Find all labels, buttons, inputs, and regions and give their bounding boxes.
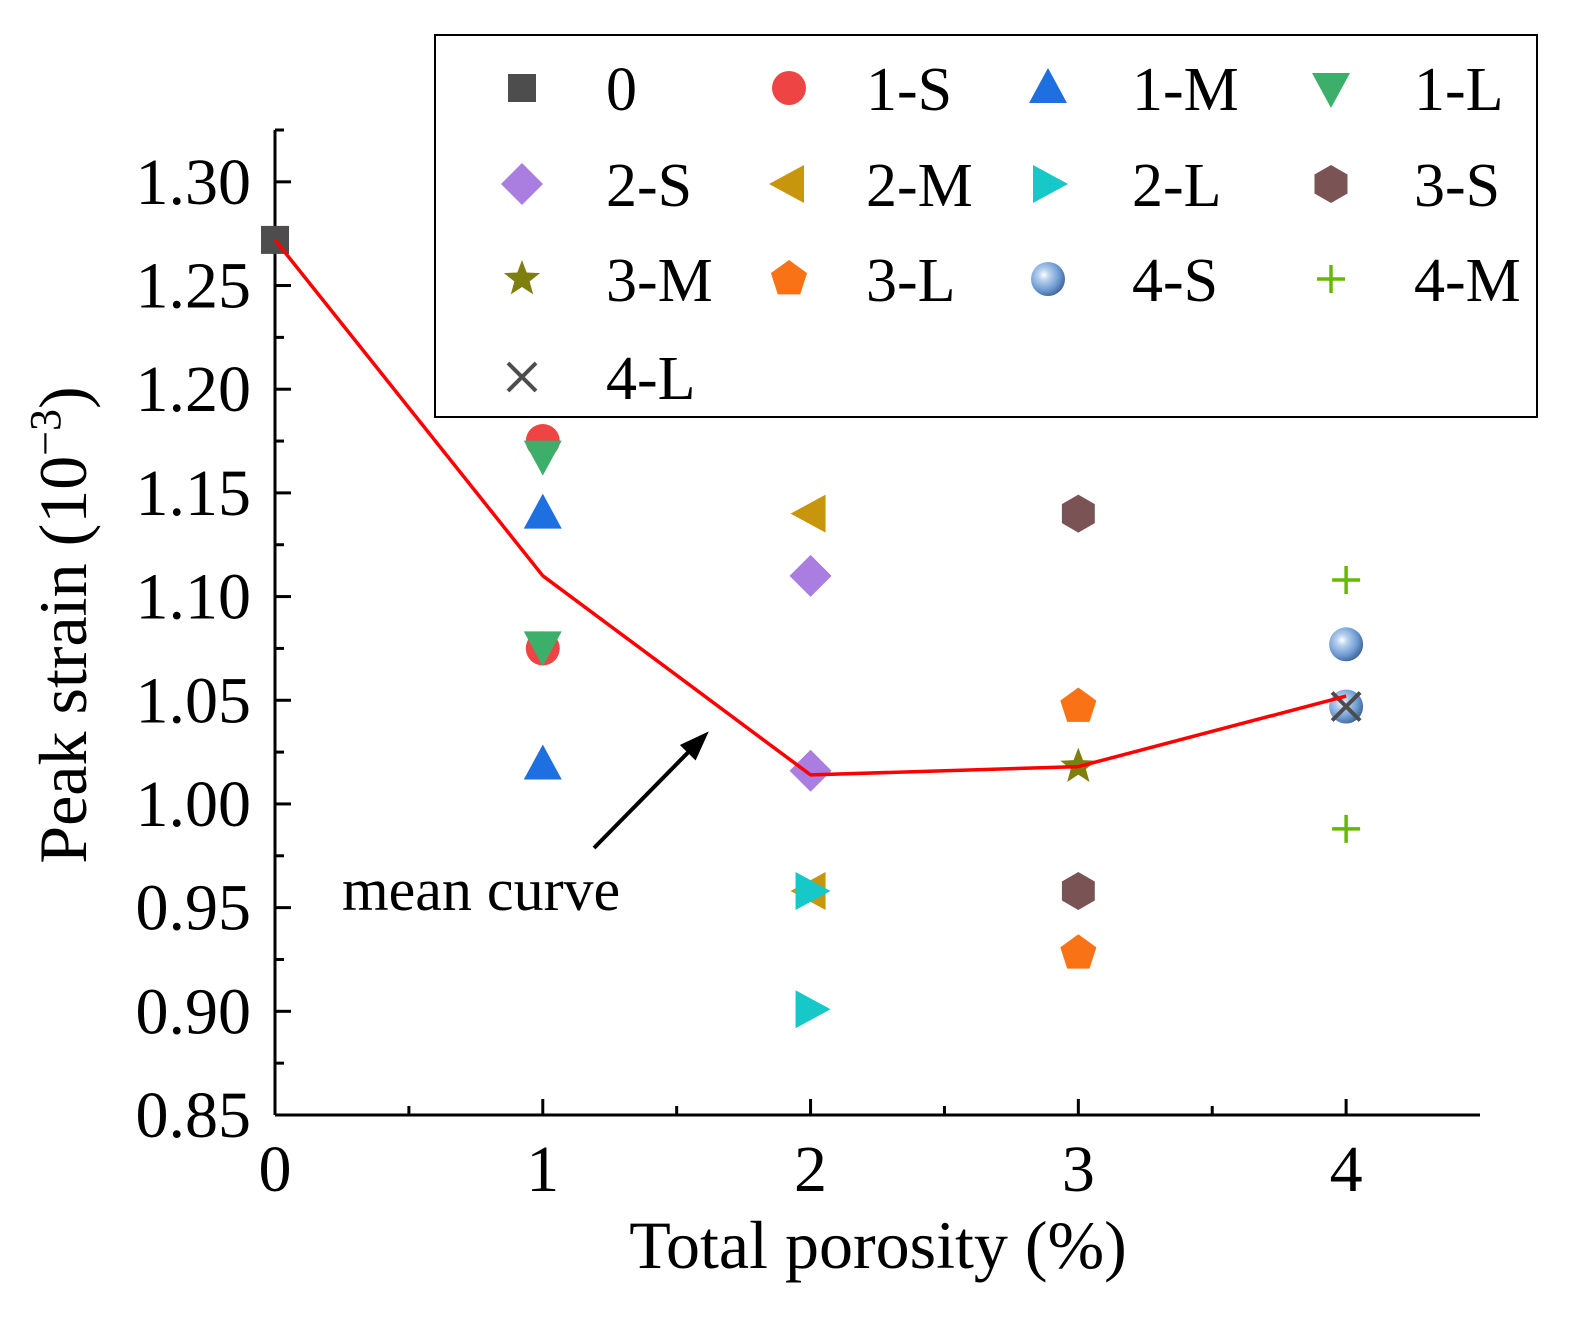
- y-axis-title-superscript: −3: [21, 409, 70, 456]
- point-4-M-2: [1332, 814, 1361, 843]
- y-tick-label: 1.05: [136, 664, 252, 737]
- series-3-L: [1060, 687, 1097, 969]
- series-4-M: [1332, 565, 1361, 843]
- series-2-L: [795, 872, 831, 1029]
- legend-label-2-L: 2-L: [1132, 152, 1222, 220]
- legend-item-3-S: 3-S: [1314, 152, 1500, 220]
- legend-item-3-L: 3-L: [770, 247, 956, 315]
- point-1-L-2: [523, 631, 562, 667]
- point-4-M-1: [1332, 565, 1361, 594]
- point-2-S-2: [789, 749, 832, 792]
- y-tick-label: 1.25: [136, 250, 252, 323]
- x-tick-label: 1: [526, 1133, 559, 1206]
- x-tick-label: 2: [794, 1133, 827, 1206]
- legend-marker-0: [508, 74, 536, 102]
- legend-item-2-M: 2-M: [769, 152, 973, 220]
- legend-marker-3-M: [503, 260, 541, 295]
- y-tick-label: 0.90: [136, 975, 252, 1048]
- x-tick-label: 3: [1062, 1133, 1095, 1206]
- legend-item-1-L: 1-L: [1312, 56, 1504, 124]
- axes: 0 1 2 3 4 0.85 0.90 0.95 1.00 1.05 1.10 1.15 1.20 1.2…: [136, 128, 1480, 1206]
- legend-item-0: 0: [508, 56, 637, 124]
- legend-marker-2-L: [1033, 165, 1068, 203]
- annotation-arrow-shaft: [592, 751, 690, 850]
- y-axis-title-close: ): [25, 386, 101, 409]
- legend-label-1-S: 1-S: [866, 56, 952, 124]
- legend-label-1-M: 1-M: [1132, 56, 1239, 124]
- series-2-M: [790, 494, 826, 911]
- y-tick-label: 0.95: [136, 872, 252, 945]
- legend-marker-1-M: [1029, 68, 1067, 103]
- y-axis-title: Peak strain (10−3): [21, 386, 101, 863]
- legend-marker-4-M: [1317, 265, 1345, 293]
- legend-item-1-S: 1-S: [772, 56, 952, 124]
- legend-label-4-M: 4-M: [1414, 247, 1521, 315]
- legend-marker-2-S: [501, 163, 543, 205]
- point-1-L-1: [523, 440, 562, 476]
- series-1-L: [523, 440, 562, 667]
- point-2-M-1: [790, 494, 826, 533]
- legend-item-1-M: 1-M: [1029, 56, 1239, 124]
- legend-marker-4-L: [506, 361, 538, 393]
- legend-item-4-S: 4-S: [1031, 247, 1218, 315]
- legend-marker-1-S: [772, 71, 806, 105]
- point-1-M-1: [523, 493, 562, 529]
- legend-item-4-L: 4-L: [506, 345, 696, 413]
- legend-label-0: 0: [606, 56, 637, 124]
- y-tick-label: 1.15: [136, 457, 252, 530]
- point-2-L-1: [795, 872, 831, 911]
- point-1-M-2: [523, 744, 562, 780]
- legend-label-4-L: 4-L: [606, 345, 696, 413]
- legend-marker-3-L: [770, 260, 808, 295]
- legend-box: [434, 34, 1538, 418]
- point-3-L-2: [1060, 934, 1097, 969]
- legend-marker-3-S: [1314, 165, 1348, 203]
- series-1-M: [523, 493, 562, 780]
- y-tick-label: 1.00: [136, 768, 252, 841]
- legend-item-4-M: 4-M: [1317, 247, 1521, 315]
- annotation-arrow-head: [679, 731, 709, 761]
- mean-curve-annotation: mean curve: [342, 731, 709, 923]
- series-2-S: [789, 554, 832, 792]
- x-tick-label: 4: [1330, 1133, 1363, 1206]
- x-tick-label: 0: [259, 1133, 292, 1206]
- legend-label-3-M: 3-M: [606, 247, 713, 315]
- legend-label-2-M: 2-M: [866, 152, 973, 220]
- legend-item-2-S: 2-S: [501, 152, 692, 220]
- legend-label-1-L: 1-L: [1414, 56, 1504, 124]
- legend-label-4-S: 4-S: [1132, 247, 1218, 315]
- point-2-L-2: [795, 990, 831, 1029]
- legend: 0 1-S 1-M 1-L 2-S 2-M 2-L 3-S 3-M 3-L 4-S 4-M 4-L: [434, 34, 1538, 418]
- y-tick-label: 1.30: [136, 146, 252, 219]
- mean-curve-label: mean curve: [342, 857, 620, 923]
- mean-curve-line: [273, 238, 1347, 777]
- mean-curve-layer: [273, 238, 1347, 777]
- legend-marker-1-L: [1312, 73, 1350, 108]
- x-axis-title: Total porosity (%): [629, 1207, 1127, 1283]
- legend-label-3-L: 3-L: [866, 247, 956, 315]
- y-tick-label: 1.10: [136, 561, 252, 634]
- point-3-L-1: [1060, 687, 1097, 722]
- legend-item-3-M: 3-M: [503, 247, 713, 315]
- y-tick-label: 0.85: [136, 1079, 252, 1152]
- legend-label-3-S: 3-S: [1414, 152, 1500, 220]
- point-4-S-1: [1329, 627, 1364, 662]
- y-tick-label: 1.20: [136, 353, 252, 426]
- point-3-S-2: [1061, 872, 1095, 910]
- point-3-S-1: [1061, 494, 1095, 533]
- legend-item-2-L: 2-L: [1033, 152, 1222, 220]
- legend-label-2-S: 2-S: [606, 152, 692, 220]
- series-3-S: [1061, 494, 1095, 910]
- legend-marker-4-S: [1031, 262, 1065, 296]
- point-2-S-1: [789, 554, 832, 597]
- y-axis-title-main: Peak strain (10: [25, 456, 101, 864]
- legend-marker-2-M: [769, 165, 804, 203]
